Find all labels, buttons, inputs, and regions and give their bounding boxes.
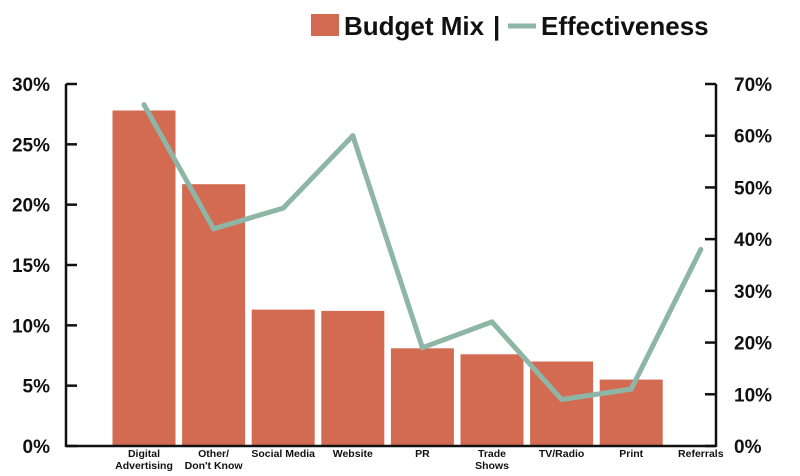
legend-separator: | [493, 11, 500, 41]
right-tick-label: 0% [734, 437, 762, 458]
right-tick-label: 60% [734, 127, 772, 148]
right-tick-label: 40% [734, 230, 772, 251]
effectiveness-point [628, 386, 634, 392]
category-label: PR [415, 448, 430, 460]
legend: Budget Mix | Effectiveness [311, 11, 709, 41]
category-label: Trade Shows [475, 448, 509, 472]
effectiveness-point [559, 397, 565, 402]
legend-budget-swatch [311, 14, 339, 36]
category-label: Print [619, 448, 643, 460]
effectiveness-point [419, 345, 425, 351]
category-label: Referrals [678, 448, 724, 460]
bar-5 [390, 348, 454, 446]
bar-1 [112, 110, 176, 446]
effectiveness-point [141, 102, 147, 108]
legend-budget-label: Budget Mix [344, 11, 485, 41]
category-label: Social Media [251, 448, 315, 460]
bar-3 [251, 309, 315, 446]
left-tick-label: 15% [12, 256, 50, 277]
right-tick-label: 30% [734, 282, 772, 303]
left-tick-label: 25% [12, 135, 50, 156]
effectiveness-line-layer [141, 102, 704, 402]
left-tick-label: 30% [12, 75, 50, 96]
category-label: Other/Don't Know [185, 448, 244, 472]
right-tick-label: 20% [734, 334, 772, 355]
category-label: TV/Radio [539, 448, 585, 460]
category-label: Website [333, 448, 373, 460]
effectiveness-point [489, 319, 495, 325]
axes [64, 82, 718, 448]
left-tick-label: 5% [23, 377, 51, 398]
bar-6 [460, 354, 524, 446]
right-tick-label: 70% [734, 75, 772, 96]
left-tick-label: 10% [12, 316, 50, 337]
right-tick-label: 50% [734, 178, 772, 199]
bar-4 [321, 310, 385, 446]
effectiveness-point [211, 226, 217, 232]
category-label: Digital Advertising [115, 448, 173, 472]
legend-effectiveness-label: Effectiveness [541, 11, 709, 41]
left-tick-label: 0% [23, 437, 51, 458]
right-tick-label: 10% [734, 385, 772, 406]
labels: 0% 5% 10% 15% 20% 25% 30% 0% 10% 20% 30% 40% 50% 60% 7… [12, 75, 772, 472]
effectiveness-point [698, 247, 704, 252]
left-tick-label: 20% [12, 196, 50, 217]
effectiveness-point [280, 205, 286, 211]
effectiveness-point [350, 133, 356, 139]
